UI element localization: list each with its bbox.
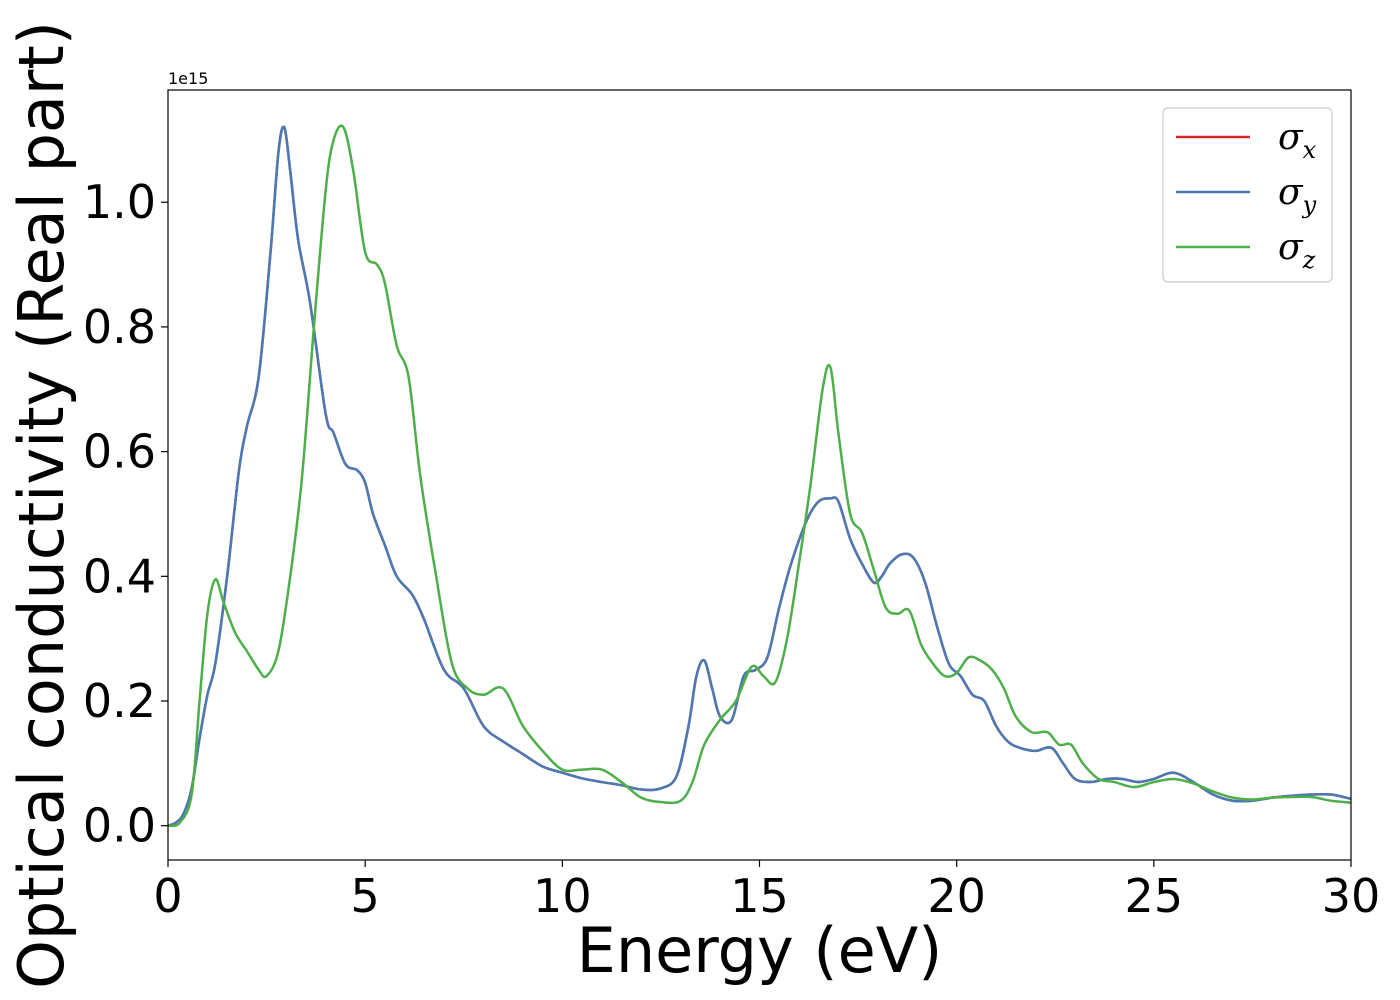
x-tick-label: 30 — [1322, 869, 1381, 923]
y-tick-label: 1.0 — [83, 175, 156, 229]
legend-label-1: σx — [1278, 117, 1317, 164]
y-tick-label: 0.8 — [83, 300, 156, 354]
series-layer — [168, 124, 1351, 828]
x-tick-label: 25 — [1125, 869, 1184, 923]
y-tick-label: 0.2 — [83, 674, 156, 728]
x-tick-label: 20 — [927, 869, 986, 923]
legend-box — [1162, 107, 1333, 283]
legend: σx σy σz — [1162, 107, 1333, 283]
y-offset-label: 1e15 — [168, 69, 208, 88]
y-axis-title: Optical conductivity (Real part) — [5, 21, 78, 989]
x-tick-label: 15 — [730, 869, 789, 923]
x-tick-label: 5 — [351, 869, 380, 923]
legend-label-3: σz — [1278, 227, 1316, 274]
x-axis-title: Energy (eV) — [577, 914, 943, 987]
y-tick-label: 0.4 — [83, 549, 156, 603]
series-line-2 — [168, 125, 1351, 827]
series-line-3 — [168, 124, 1351, 828]
y-tick-label: 0.6 — [83, 425, 156, 479]
x-axis: 0 5 10 15 20 25 30 — [153, 860, 1380, 923]
x-tick-label: 0 — [153, 869, 182, 923]
x-tick-label: 10 — [533, 869, 592, 923]
y-axis: 0.0 0.2 0.4 0.6 0.8 1.0 — [83, 175, 168, 853]
y-tick-label: 0.0 — [83, 799, 156, 853]
plot-area — [168, 90, 1351, 860]
legend-label-2: σy — [1278, 172, 1317, 219]
